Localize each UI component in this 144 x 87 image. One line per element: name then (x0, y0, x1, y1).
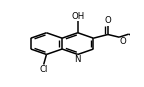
Text: N: N (75, 55, 81, 64)
Text: O: O (105, 16, 111, 25)
Text: O: O (120, 37, 126, 46)
Text: OH: OH (71, 12, 84, 21)
Text: Cl: Cl (39, 65, 48, 74)
